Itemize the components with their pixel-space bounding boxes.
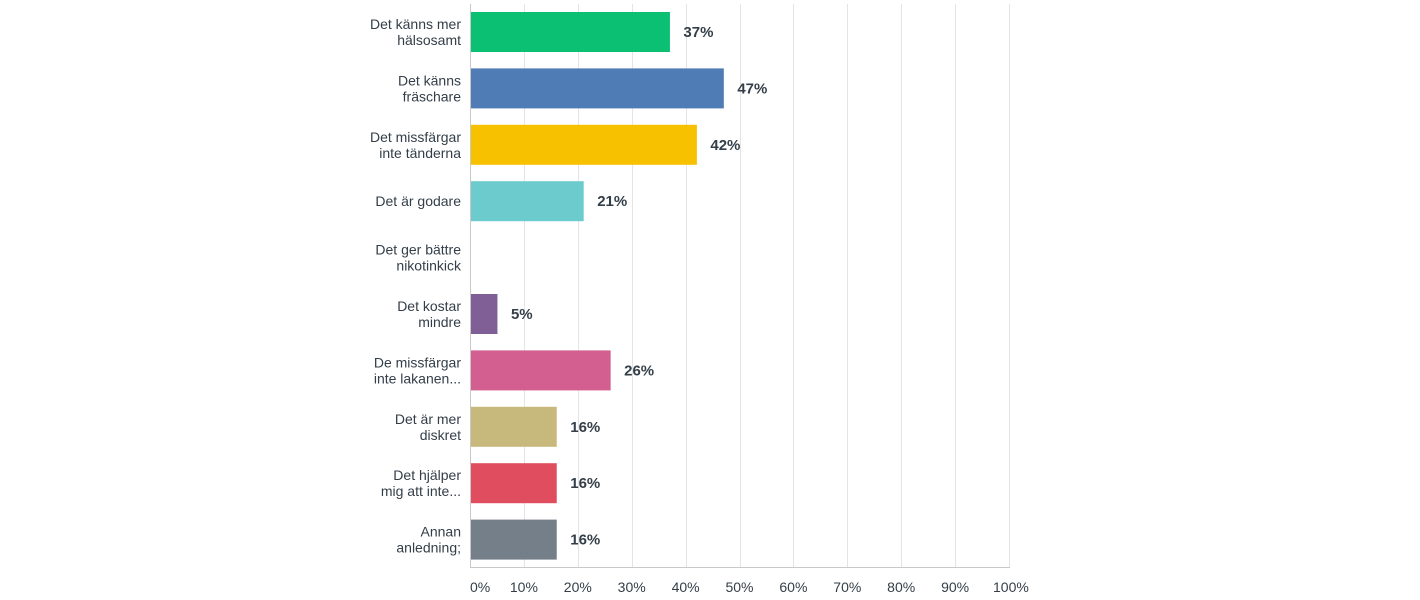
- bar-9: [470, 463, 557, 504]
- category-label-line: Det är mer: [395, 411, 461, 427]
- category-label-line: inte tänderna: [379, 145, 461, 161]
- value-label-6: 5%: [511, 306, 533, 323]
- value-labels: 37% 47% 42% 21% 5% 26% 16% 16% 16%: [511, 24, 767, 549]
- bars: [470, 12, 724, 560]
- tick-label-10: 10%: [510, 579, 538, 595]
- category-label-line: mig att inte...: [381, 483, 461, 499]
- category-label-5: Det ger bättre nikotinkick: [375, 242, 462, 274]
- category-label-line: fräschare: [403, 88, 462, 104]
- value-label-10: 16%: [570, 532, 600, 549]
- category-label-line: inte lakanen...: [374, 370, 461, 386]
- category-label-line: Det känns: [398, 72, 461, 88]
- tick-labels: 0% 10% 20% 30% 40% 50% 60% 70% 80% 90% 100%: [470, 579, 1029, 595]
- bar-8: [470, 406, 557, 447]
- bar-2: [470, 68, 724, 109]
- category-label-line: Det känns mer: [370, 16, 461, 32]
- tick-label-90: 90%: [941, 579, 969, 595]
- bar-4: [470, 181, 584, 222]
- category-label-line: Det hjälper: [393, 467, 461, 483]
- value-label-2: 47%: [737, 80, 767, 97]
- bar-10: [470, 519, 557, 560]
- value-label-8: 16%: [570, 419, 600, 436]
- category-label-4: Det är godare: [375, 193, 461, 209]
- tick-label-50: 50%: [725, 579, 753, 595]
- category-label-3: Det missfärgar inte tänderna: [370, 129, 461, 161]
- category-label-9: Det hjälper mig att inte...: [381, 467, 461, 499]
- value-label-1: 37%: [683, 24, 713, 41]
- value-label-3: 42%: [710, 137, 740, 154]
- category-labels: Det känns mer hälsosamt Det känns fräschare…: [370, 16, 462, 556]
- category-label-line: Det är godare: [375, 193, 461, 209]
- value-label-4: 21%: [597, 193, 627, 210]
- axes: [470, 4, 1010, 568]
- bar-6: [470, 294, 498, 334]
- tick-label-30: 30%: [618, 579, 646, 595]
- category-label-line: anledning;: [396, 540, 461, 556]
- tick-label-80: 80%: [887, 579, 915, 595]
- tick-label-0: 0%: [470, 579, 490, 595]
- tick-label-20: 20%: [564, 579, 592, 595]
- category-label-2: Det känns fräschare: [398, 72, 461, 104]
- bar-3: [470, 124, 697, 165]
- category-label-line: Annan: [421, 524, 461, 540]
- category-label-6: Det kostar mindre: [397, 298, 461, 330]
- value-label-9: 16%: [570, 475, 600, 492]
- category-label-line: Det missfärgar: [370, 129, 461, 145]
- value-label-7: 26%: [624, 362, 654, 379]
- category-label-7: De missfärgar inte lakanen...: [374, 354, 462, 386]
- category-label-line: Det ger bättre: [375, 242, 461, 258]
- category-label-line: diskret: [420, 427, 461, 443]
- category-label-10: Annan anledning;: [396, 524, 461, 556]
- category-label-line: hälsosamt: [397, 32, 461, 48]
- tick-label-40: 40%: [672, 579, 700, 595]
- category-label-line: Det kostar: [397, 298, 461, 314]
- category-label-line: De missfärgar: [374, 354, 461, 370]
- bar-1: [470, 12, 670, 52]
- tick-label-60: 60%: [779, 579, 807, 595]
- tick-label-100: 100%: [993, 579, 1029, 595]
- category-label-line: nikotinkick: [396, 258, 462, 274]
- category-label-line: mindre: [418, 314, 461, 330]
- category-label-1: Det känns mer hälsosamt: [370, 16, 461, 48]
- tick-label-70: 70%: [833, 579, 861, 595]
- category-label-8: Det är mer diskret: [395, 411, 461, 443]
- bar-7: [470, 350, 611, 391]
